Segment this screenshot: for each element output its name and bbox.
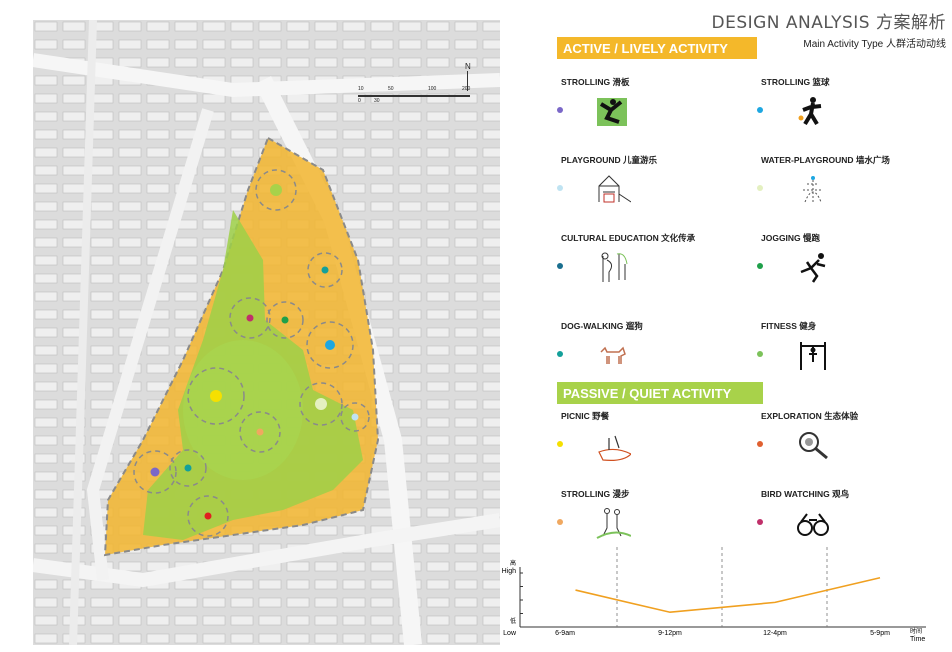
aerial-map-drawing <box>33 20 500 645</box>
activity-label: WATER-PLAYGROUND 墙水广场 <box>761 155 890 165</box>
y-axis-low-en: Low <box>503 630 517 637</box>
activity-level-line <box>575 576 881 614</box>
y-axis-high-en: High <box>502 568 517 575</box>
scale-sub-1: 0 <box>358 98 361 104</box>
activity-item: STROLLING 篮球 <box>757 76 830 126</box>
activity-color-dot <box>557 441 563 447</box>
activity-item: BIRD WATCHING 观鸟 <box>757 488 850 536</box>
x-tick-label: 9-12pm <box>658 630 682 637</box>
activity-color-dot <box>757 263 763 269</box>
magnifier-icon <box>799 432 828 460</box>
x-axis-end-cn: 时间 <box>910 627 922 635</box>
page-title: DESIGN ANALYSIS 方案解析 <box>711 13 946 33</box>
passive-activity-banner: PASSIVE / QUIET ACTIVITY <box>557 382 763 404</box>
activity-color-dot <box>757 107 763 113</box>
activity-label: STROLLING 漫步 <box>561 489 630 499</box>
scale-label-1: 10 <box>358 86 364 92</box>
binoculars-icon <box>797 513 829 536</box>
x-axis-end-en: Time <box>910 636 925 643</box>
activity-color-dot <box>557 351 563 357</box>
activity-color-dot <box>557 107 563 113</box>
activity-item: JOGGING 慢跑 <box>757 232 826 283</box>
page-subtitle: Main Activity Type 人群活动动线 <box>803 39 946 50</box>
activity-item: STROLLING 滑板 <box>557 76 630 126</box>
activity-label: PLAYGROUND 儿童游乐 <box>561 155 658 165</box>
activity-label: STROLLING 滑板 <box>561 77 630 87</box>
fountain-icon <box>803 176 823 203</box>
fitness-icon <box>800 342 826 370</box>
activity-label: PICNIC 野餐 <box>561 411 610 421</box>
activity-color-dot <box>757 185 763 191</box>
skateboard-icon <box>597 98 627 126</box>
scale-label-4: 200 <box>462 86 471 92</box>
runner-icon <box>800 253 826 283</box>
header: DESIGN ANALYSIS 方案解析 Main Activity Type … <box>711 8 946 50</box>
x-tick-label: 12-4pm <box>763 630 787 637</box>
activity-item: WATER-PLAYGROUND 墙水广场 <box>757 154 890 203</box>
walking-icon <box>596 508 631 539</box>
activity-time-chart: 高 High 低 Low 时间 Time 6-9am 9-12pm 12-4pm 5-9pm <box>500 545 952 647</box>
north-arrow-icon: N <box>465 62 471 91</box>
playground-icon <box>598 175 631 203</box>
activity-item: EXPLORATION 生态体验 <box>757 410 859 460</box>
activity-label: FITNESS 健身 <box>761 321 817 331</box>
y-axis-low-cn: 低 <box>510 617 516 625</box>
activity-item: DOG-WALKING 遛狗 <box>557 320 643 364</box>
activity-label: BIRD WATCHING 观鸟 <box>761 489 850 499</box>
activity-label: EXPLORATION 生态体验 <box>761 411 859 421</box>
scale-bar: 10 50 100 200 0 30 <box>358 86 470 104</box>
activity-item: FITNESS 健身 <box>757 320 826 370</box>
dog-icon <box>600 346 626 364</box>
scale-label-2: 50 <box>388 86 394 92</box>
active-activity-banner: ACTIVE / LIVELY ACTIVITY <box>557 37 757 59</box>
north-label: N <box>465 62 471 71</box>
activity-label: STROLLING 篮球 <box>761 77 830 87</box>
activity-item: CULTURAL EDUCATION 文化传承 <box>557 232 696 282</box>
activity-item: PICNIC 野餐 <box>557 410 631 461</box>
activity-color-dot <box>757 441 763 447</box>
scale-sub-2: 30 <box>374 98 380 104</box>
activity-label: JOGGING 慢跑 <box>761 233 821 243</box>
x-tick-label: 5-9pm <box>870 630 890 637</box>
activity-item: PLAYGROUND 儿童游乐 <box>557 154 658 203</box>
picnic-icon <box>598 435 631 461</box>
x-tick-label: 6-9am <box>555 630 575 637</box>
site-plan-map: N 10 50 100 200 0 30 <box>33 20 500 645</box>
activity-color-dot <box>557 263 563 269</box>
y-axis-high-cn: 高 <box>510 559 516 567</box>
activity-label: CULTURAL EDUCATION 文化传承 <box>561 233 696 243</box>
activity-color-dot <box>557 519 563 525</box>
activity-color-dot <box>757 351 763 357</box>
scale-label-3: 100 <box>428 86 437 92</box>
activity-label: DOG-WALKING 遛狗 <box>561 321 643 331</box>
activity-color-dot <box>557 185 563 191</box>
basketball-icon <box>798 97 822 126</box>
activity-color-dot <box>757 519 763 525</box>
activity-item: STROLLING 漫步 <box>557 488 631 539</box>
family-icon <box>601 252 628 282</box>
